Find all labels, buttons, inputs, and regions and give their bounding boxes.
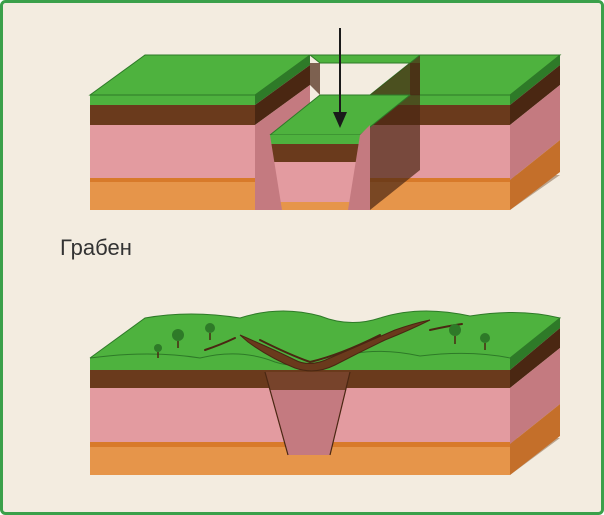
diagram-top xyxy=(90,28,560,210)
page: Грабен xyxy=(0,0,604,515)
rear-strip xyxy=(310,55,420,63)
graben-label: Грабен xyxy=(60,235,132,261)
diagram-bottom xyxy=(90,311,560,475)
right-horst xyxy=(370,55,560,210)
